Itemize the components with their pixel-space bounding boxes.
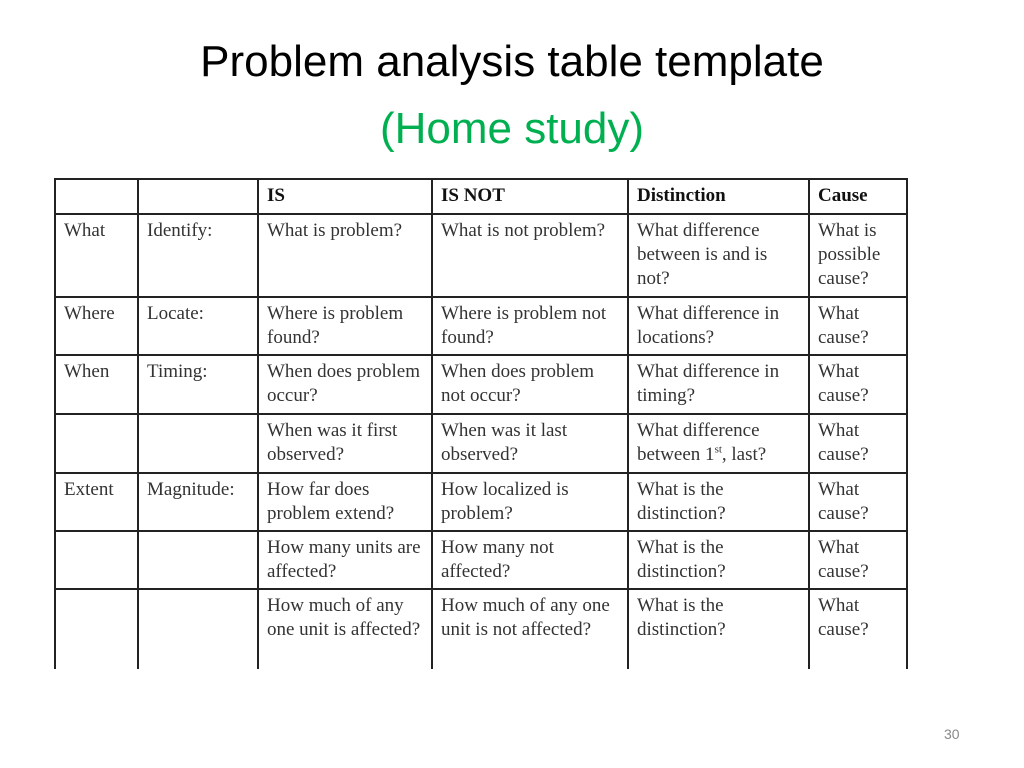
- table-row: How many units are affected? How many not…: [54, 530, 908, 590]
- table-cell: What difference between is and is not?: [627, 213, 810, 298]
- table-cell: Where: [54, 296, 139, 356]
- slide-subtitle: (Home study): [379, 104, 645, 153]
- table-row: Where Locate: Where is problem found? Where…: [54, 296, 908, 356]
- problem-analysis-table: IS IS NOT Distinction Cause What Identify: Wh…: [54, 178, 908, 669]
- table-cell: When: [54, 354, 139, 415]
- cell-text-before: What difference between 1: [637, 420, 760, 465]
- table-row: When Timing: When does problem occur? When …: [54, 354, 908, 415]
- table-cell: How much of any one unit is affected?: [257, 588, 433, 669]
- table-cell: What difference in locations?: [627, 296, 810, 356]
- table-cell: When does problem not occur?: [431, 354, 629, 415]
- table-cell: When does problem occur?: [257, 354, 433, 415]
- table-cell: What is the distinction?: [627, 472, 810, 532]
- table-header-row: IS IS NOT Distinction Cause: [54, 178, 908, 215]
- table-cell: What cause?: [808, 354, 908, 415]
- column-header: [54, 178, 139, 215]
- table-cell: What cause?: [808, 588, 908, 669]
- page-number: 30: [944, 726, 960, 742]
- table-cell: How localized is problem?: [431, 472, 629, 532]
- table-cell: Locate:: [137, 296, 259, 356]
- cell-text-sup: st: [714, 443, 722, 456]
- table-cell: What cause?: [808, 530, 908, 590]
- table-cell: Timing:: [137, 354, 259, 415]
- table-cell: Where is problem found?: [257, 296, 433, 356]
- table-cell: What: [54, 213, 139, 298]
- column-header: [137, 178, 259, 215]
- table-row: Extent Magnitude: How far does problem ext…: [54, 472, 908, 532]
- table-cell: What cause?: [808, 472, 908, 532]
- table-cell: What is problem?: [257, 213, 433, 298]
- table-cell: [137, 530, 259, 590]
- table-cell: [54, 413, 139, 474]
- table-cell: How many units are affected?: [257, 530, 433, 590]
- table-cell: [137, 588, 259, 669]
- column-header: IS NOT: [431, 178, 629, 215]
- table-cell: What difference in timing?: [627, 354, 810, 415]
- table-cell: What cause?: [808, 413, 908, 474]
- table-cell: When was it last observed?: [431, 413, 629, 474]
- table-row: How much of any one unit is affected? How…: [54, 588, 908, 669]
- table-row: What Identify: What is problem? What is not…: [54, 213, 908, 298]
- table-cell: What is possible cause?: [808, 213, 908, 298]
- table-cell: What cause?: [808, 296, 908, 356]
- table-cell: What difference between 1st, last?: [627, 413, 810, 474]
- cell-text-after: , last?: [721, 444, 767, 465]
- table-cell: When was it first observed?: [257, 413, 433, 474]
- table-cell: Identify:: [137, 213, 259, 298]
- column-header: Distinction: [627, 178, 810, 215]
- table-cell: How many not affected?: [431, 530, 629, 590]
- table-cell: What is not problem?: [431, 213, 629, 298]
- column-header: IS: [257, 178, 433, 215]
- table-cell: Magnitude:: [137, 472, 259, 532]
- table-cell: Where is problem not found?: [431, 296, 629, 356]
- table-cell: How far does problem extend?: [257, 472, 433, 532]
- column-header: Cause: [808, 178, 908, 215]
- slide-title: Problem analysis table template: [200, 37, 824, 86]
- table-cell: How much of any one unit is not affected…: [431, 588, 629, 669]
- table-cell: [54, 588, 139, 669]
- table-row: When was it first observed? When was it l…: [54, 413, 908, 474]
- table-cell: [137, 413, 259, 474]
- table-cell: [54, 530, 139, 590]
- table-cell: Extent: [54, 472, 139, 532]
- table-cell: What is the distinction?: [627, 530, 810, 590]
- table-cell: What is the distinction?: [627, 588, 810, 669]
